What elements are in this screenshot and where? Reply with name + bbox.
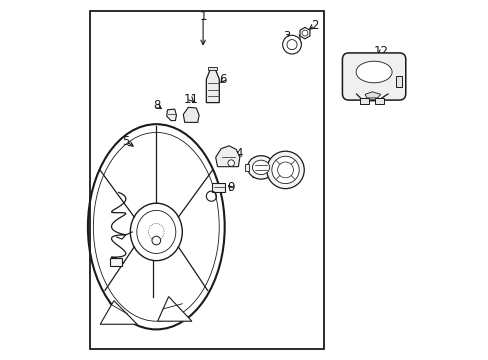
Bar xyxy=(374,98,383,104)
Polygon shape xyxy=(365,92,380,98)
Circle shape xyxy=(286,40,296,50)
Circle shape xyxy=(277,162,293,178)
Circle shape xyxy=(266,151,304,189)
Bar xyxy=(272,164,277,171)
Bar xyxy=(395,76,401,87)
Bar xyxy=(89,11,323,349)
Polygon shape xyxy=(157,297,191,321)
Text: 12: 12 xyxy=(373,45,388,58)
Bar xyxy=(110,258,122,266)
Bar xyxy=(244,164,249,171)
Text: 1: 1 xyxy=(199,10,206,23)
FancyBboxPatch shape xyxy=(342,53,405,100)
Bar xyxy=(359,98,368,104)
Ellipse shape xyxy=(355,61,391,83)
Circle shape xyxy=(227,160,234,166)
Text: 10: 10 xyxy=(250,168,265,181)
Polygon shape xyxy=(206,68,219,103)
Polygon shape xyxy=(166,109,176,121)
Circle shape xyxy=(302,30,307,36)
Circle shape xyxy=(271,156,299,184)
Text: 8: 8 xyxy=(153,99,161,112)
Text: 2: 2 xyxy=(310,19,318,32)
Text: 5: 5 xyxy=(122,135,129,148)
Text: 9: 9 xyxy=(226,181,234,194)
Text: 3: 3 xyxy=(283,30,290,43)
Bar xyxy=(208,67,217,70)
Ellipse shape xyxy=(252,160,269,175)
Polygon shape xyxy=(183,107,199,122)
Text: 4: 4 xyxy=(235,147,243,159)
Circle shape xyxy=(282,35,301,54)
Bar xyxy=(212,183,224,192)
Polygon shape xyxy=(215,146,239,167)
Ellipse shape xyxy=(247,156,274,179)
Polygon shape xyxy=(299,27,309,39)
Text: 11: 11 xyxy=(183,93,198,106)
Text: 6: 6 xyxy=(219,73,226,86)
Polygon shape xyxy=(100,301,137,324)
Text: 7: 7 xyxy=(285,170,292,183)
Circle shape xyxy=(152,236,160,245)
